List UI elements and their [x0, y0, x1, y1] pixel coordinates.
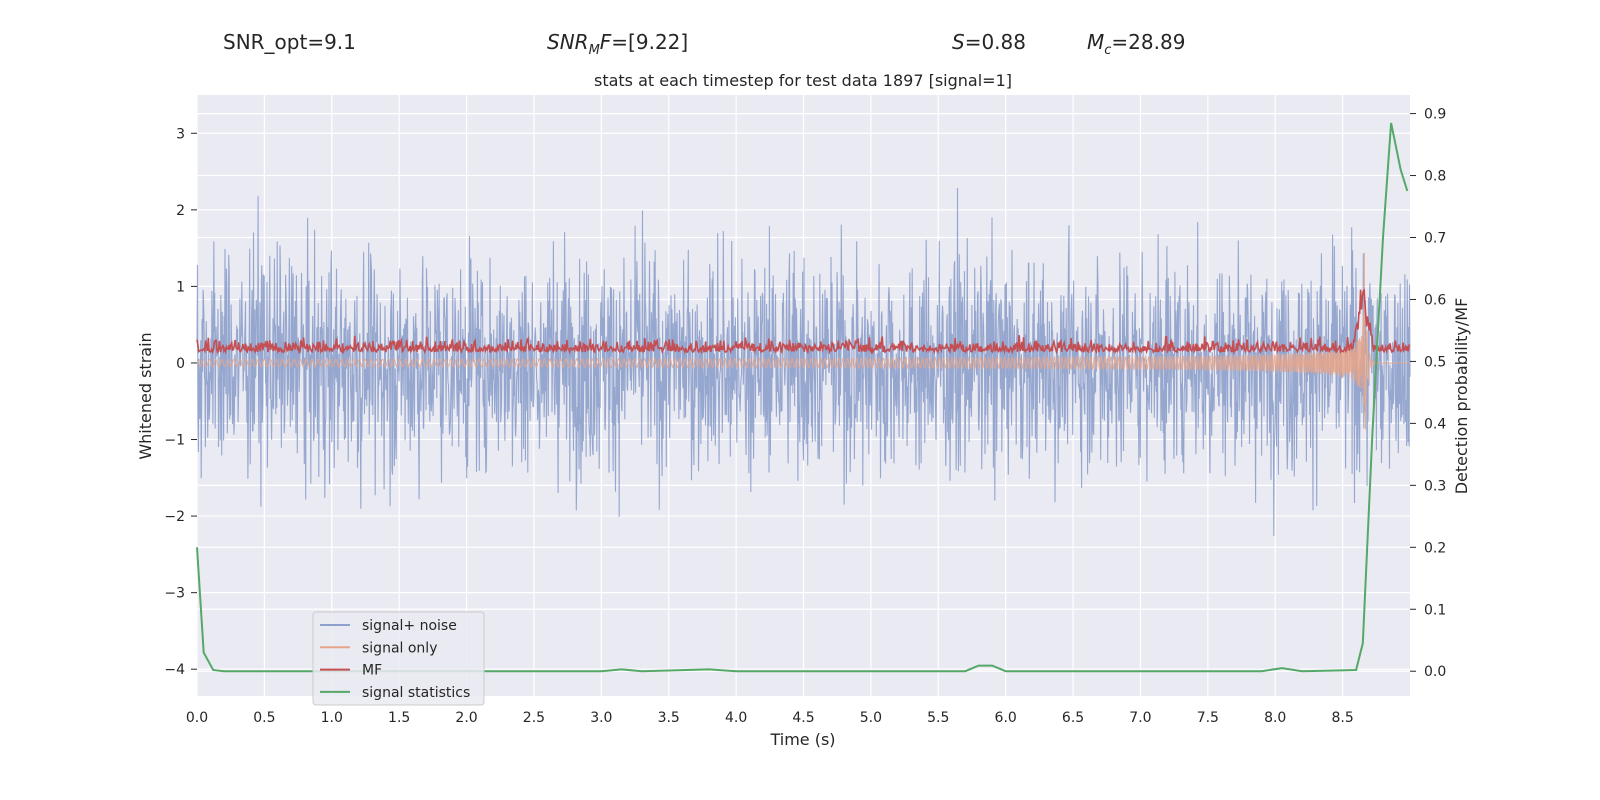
legend-label: signal statistics [362, 685, 470, 701]
x-tick-label: 0.5 [253, 710, 275, 726]
y2-tick-label: 0.5 [1424, 354, 1446, 370]
mc-label: Mc=28.89 [1087, 30, 1186, 58]
snr-opt-label: SNR_opt=9.1 [223, 30, 356, 54]
legend: signal+ noise signal only MF signal statist… [312, 611, 485, 706]
legend-label: MF [362, 663, 382, 679]
x-tick-label: 4.5 [792, 710, 814, 726]
y2-tick-label: 0.4 [1424, 416, 1446, 432]
x-tick-label: 0.0 [186, 710, 208, 726]
y2-tick-label: 0.9 [1424, 107, 1446, 123]
y2-tick-label: 0.6 [1424, 292, 1446, 308]
x-tick-label: 8.0 [1264, 710, 1286, 726]
y-tick-label: 2 [176, 203, 185, 219]
y-tick-label: 1 [176, 279, 185, 295]
y2-tick-label: 0.7 [1424, 231, 1446, 247]
legend-label: signal only [362, 640, 437, 656]
x-tick-label: 1.0 [321, 710, 343, 726]
y-tick-label: −1 [164, 433, 185, 449]
x-tick-label: 3.0 [590, 710, 612, 726]
y2-tick-label: 0.0 [1424, 664, 1446, 680]
y-tick-label: 0 [176, 356, 185, 372]
y-tick-label: 3 [176, 126, 185, 142]
signal-noise-series [196, 187, 1411, 537]
x-tick-label: 3.5 [658, 710, 680, 726]
x-axis-label: Time (s) [769, 730, 835, 749]
mf-series [196, 288, 1411, 355]
x-tick-label: 6.5 [1062, 710, 1084, 726]
x-tick-label: 2.5 [523, 710, 545, 726]
x-tick-label: 8.5 [1331, 710, 1353, 726]
legend-box [312, 611, 485, 706]
y2-axis-label: Detection probability/MF [1452, 298, 1471, 495]
x-tick-label: 5.5 [927, 710, 949, 726]
signal-only-series [196, 252, 1410, 430]
x-tick-label: 4.0 [725, 710, 747, 726]
x-tick-label: 5.0 [860, 710, 882, 726]
snr-mf-label: SNRMF=[9.22] [547, 30, 689, 58]
chart-title: stats at each timestep for test data 189… [594, 71, 1012, 90]
y-axis-label: Whitened strain [136, 332, 155, 459]
y2-tick-label: 0.8 [1424, 169, 1446, 185]
x-tick-label: 1.5 [388, 710, 410, 726]
signal-statistics-series [196, 122, 1409, 673]
legend-label: signal+ noise [362, 618, 457, 634]
s-label: S=0.88 [952, 30, 1026, 54]
y-tick-label: −4 [164, 662, 185, 678]
y-tick-label: −3 [164, 586, 185, 602]
x-tick-label: 7.5 [1197, 710, 1219, 726]
y2-tick-label: 0.1 [1424, 602, 1446, 618]
x-tick-label: 6.0 [995, 710, 1017, 726]
y-tick-label: −2 [164, 509, 185, 525]
x-tick-label: 7.0 [1129, 710, 1151, 726]
y2-tick-label: 0.3 [1424, 478, 1446, 494]
x-tick-label: 2.0 [455, 710, 477, 726]
y2-tick-label: 0.2 [1424, 540, 1446, 556]
